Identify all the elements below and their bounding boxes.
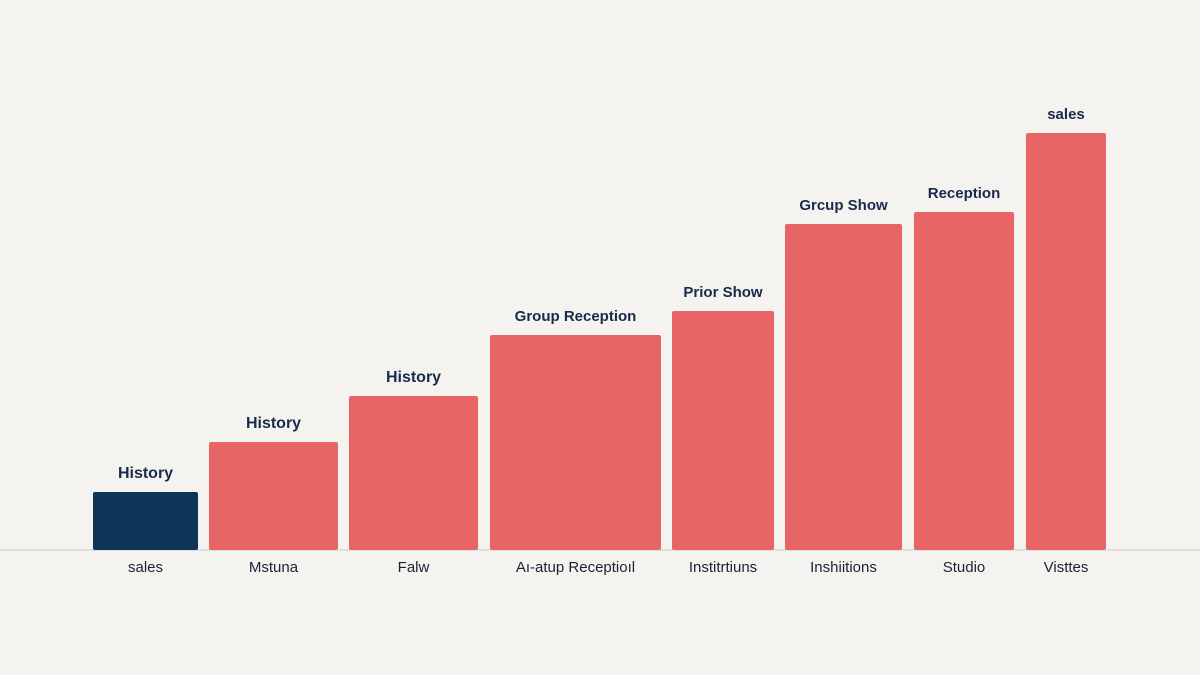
bar-label-8: sales (1047, 106, 1085, 123)
category-label-6: Inshiitions (810, 559, 877, 576)
bar-label-1: History (118, 465, 173, 482)
bars-group (93, 133, 1106, 550)
bar-1 (93, 492, 198, 550)
bar-label-7: Reception (928, 185, 1001, 202)
bar-3 (349, 396, 478, 550)
bar-4 (490, 335, 661, 550)
category-labels-group: sales Mstuna Falw Aı-atup Receptioıl Institr… (128, 559, 1088, 576)
category-label-8: Visttes (1044, 559, 1089, 576)
bar-label-6: Grcup Show (799, 197, 888, 214)
bar-2 (209, 442, 338, 550)
bar-label-4: Group Reception (515, 308, 637, 325)
bar-6 (785, 224, 902, 550)
bar-5 (672, 311, 774, 550)
category-label-7: Studio (943, 559, 986, 576)
bar-labels-group: History History History Group Reception Prio… (118, 106, 1085, 482)
category-label-4: Aı-atup Receptioıl (516, 559, 635, 576)
category-label-1: sales (128, 559, 163, 576)
bar-label-5: Prior Show (683, 284, 763, 301)
bar-7 (914, 212, 1014, 550)
bar-8 (1026, 133, 1106, 550)
bar-label-2: History (246, 415, 301, 432)
category-label-3: Falw (398, 559, 430, 576)
category-label-2: Mstuna (249, 559, 299, 576)
bar-label-3: History (386, 369, 441, 386)
category-label-5: Institrtiuns (689, 559, 757, 576)
